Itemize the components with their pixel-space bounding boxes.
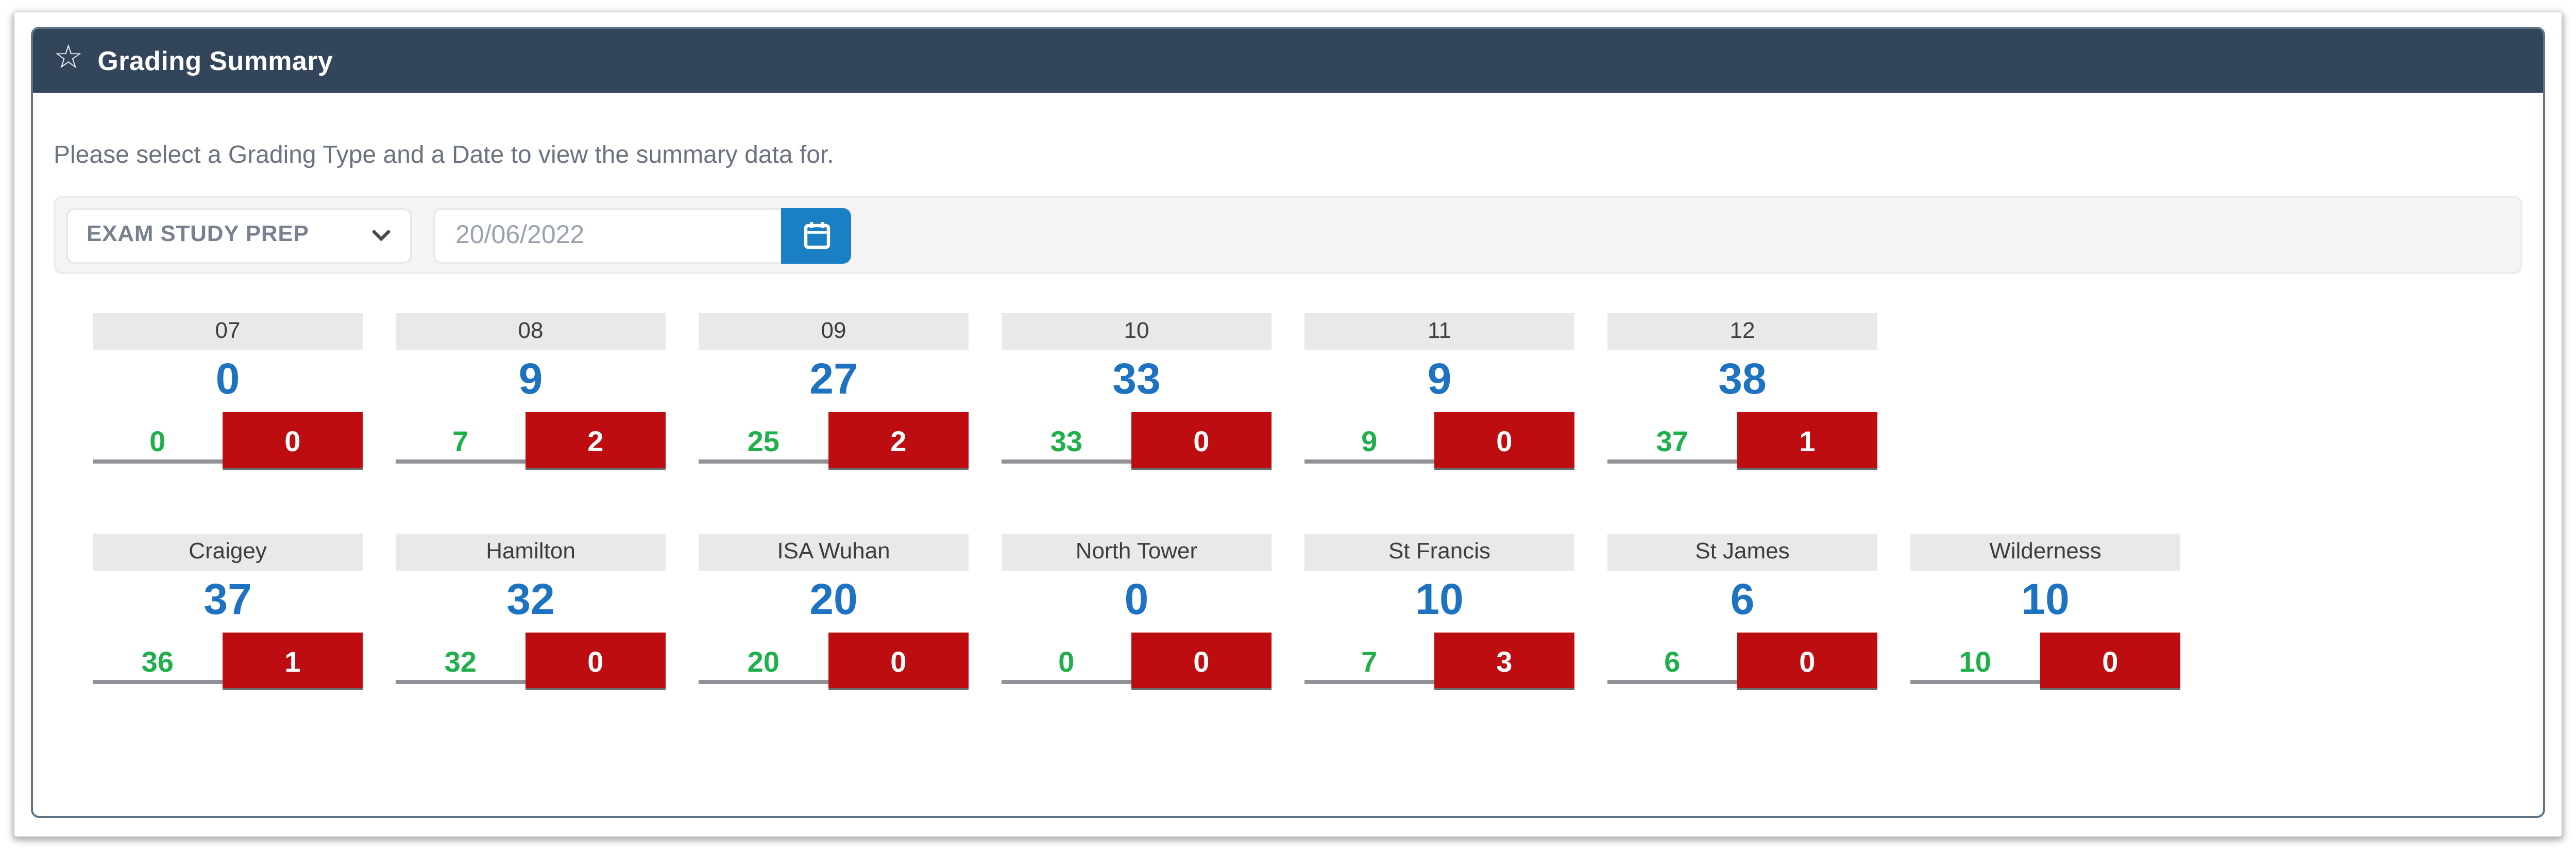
- page-frame: ☆ Grading Summary Please select a Gradin…: [14, 12, 2562, 837]
- card-counts: 6 0: [1607, 633, 1877, 688]
- card-counts: 36 1: [93, 633, 363, 688]
- house-summary-row: Craigey 37 36 1 Hamilton 32 32 0: [93, 534, 2543, 688]
- card-counts: 0 0: [93, 412, 363, 468]
- card-red-count: 1: [1737, 412, 1877, 468]
- card-red-count: 0: [828, 633, 969, 688]
- summary-card-11: 11 9 9 0: [1304, 313, 1574, 468]
- year-level-summary-row: 07 0 0 0 08 9 7 2: [93, 313, 2543, 468]
- card-green-count: 37: [1656, 424, 1688, 457]
- card-total-count: 37: [204, 577, 252, 624]
- summary-card-12: 12 38 37 1: [1607, 313, 1877, 468]
- card-green-count: 36: [141, 645, 174, 678]
- card-label: 09: [699, 313, 969, 350]
- summary-card-08: 08 9 7 2: [396, 313, 666, 468]
- summary-card-09: 09 27 25 2: [699, 313, 969, 468]
- card-label: 11: [1304, 313, 1574, 350]
- summary-card-north-tower: North Tower 0 0 0: [1002, 534, 1272, 688]
- summary-card-hamilton: Hamilton 32 32 0: [396, 534, 666, 688]
- grading-type-value: EXAM STUDY PREP: [87, 223, 309, 247]
- card-green-count: 10: [1959, 645, 1991, 678]
- card-counts: 33 0: [1002, 412, 1272, 468]
- card-red-count: 2: [828, 412, 969, 468]
- card-total-count: 38: [1718, 356, 1767, 404]
- calendar-button[interactable]: [781, 207, 851, 263]
- panel-header: ☆ Grading Summary: [33, 29, 2543, 93]
- card-counts: 9 0: [1304, 412, 1574, 468]
- card-counts: 7 2: [396, 412, 666, 468]
- card-label: 12: [1607, 313, 1877, 350]
- card-counts: 25 2: [699, 412, 969, 468]
- card-red-count: 0: [1434, 412, 1574, 468]
- card-label: Hamilton: [396, 534, 666, 571]
- card-label: ISA Wuhan: [699, 534, 969, 571]
- chevron-down-icon: [371, 229, 391, 241]
- card-green-count: 0: [149, 424, 166, 457]
- card-total-count: 10: [2021, 577, 2070, 624]
- card-total-count: 33: [1112, 356, 1161, 404]
- card-label: Wilderness: [1910, 534, 2180, 571]
- card-green-count: 32: [444, 645, 477, 678]
- panel-title: Grading Summary: [97, 45, 333, 76]
- card-counts: 37 1: [1607, 412, 1877, 468]
- card-counts: 20 0: [699, 633, 969, 688]
- card-total-count: 9: [518, 356, 543, 404]
- summary-card-10: 10 33 33 0: [1002, 313, 1272, 468]
- card-green-count: 33: [1050, 424, 1082, 457]
- card-counts: 7 3: [1304, 633, 1574, 688]
- date-picker-group: [433, 207, 851, 263]
- card-total-count: 20: [809, 577, 858, 624]
- card-red-count: 0: [1737, 633, 1877, 688]
- card-label: 10: [1002, 313, 1272, 350]
- grading-type-select[interactable]: EXAM STUDY PREP: [66, 207, 412, 263]
- card-label: North Tower: [1002, 534, 1272, 571]
- card-total-count: 0: [215, 356, 240, 404]
- grading-summary-panel: ☆ Grading Summary Please select a Gradin…: [31, 27, 2545, 818]
- summary-card-07: 07 0 0 0: [93, 313, 363, 468]
- card-green-count: 9: [1361, 424, 1378, 457]
- card-red-count: 0: [1131, 412, 1272, 468]
- card-red-count: 1: [222, 633, 363, 688]
- card-red-count: 0: [525, 633, 666, 688]
- card-label: St James: [1607, 534, 1877, 571]
- card-green-count: 0: [1058, 645, 1075, 678]
- card-green-count: 25: [747, 424, 779, 457]
- summary-card-wilderness: Wilderness 10 10 0: [1910, 534, 2180, 688]
- summary-card-craigey: Craigey 37 36 1: [93, 534, 363, 688]
- star-icon: ☆: [54, 41, 83, 76]
- card-red-count: 2: [525, 412, 666, 468]
- card-green-count: 6: [1664, 645, 1681, 678]
- card-red-count: 3: [1434, 633, 1574, 688]
- card-counts: 32 0: [396, 633, 666, 688]
- card-total-count: 0: [1124, 577, 1149, 624]
- card-red-count: 0: [222, 412, 363, 468]
- calendar-icon: [803, 222, 829, 249]
- instruction-text: Please select a Grading Type and a Date …: [54, 140, 834, 169]
- card-red-count: 0: [2040, 633, 2180, 688]
- card-label: Craigey: [93, 534, 363, 571]
- filter-toolbar: EXAM STUDY PREP: [54, 196, 2522, 274]
- card-green-count: 20: [747, 645, 779, 678]
- card-label: St Francis: [1304, 534, 1574, 571]
- summary-card-st-francis: St Francis 10 7 3: [1304, 534, 1574, 688]
- card-total-count: 6: [1730, 577, 1755, 624]
- card-green-count: 7: [452, 424, 469, 457]
- date-input[interactable]: [433, 207, 781, 263]
- card-label: 07: [93, 313, 363, 350]
- card-counts: 0 0: [1002, 633, 1272, 688]
- card-counts: 10 0: [1910, 633, 2180, 688]
- summary-card-st-james: St James 6 6 0: [1607, 534, 1877, 688]
- card-red-count: 0: [1131, 633, 1272, 688]
- card-total-count: 32: [506, 577, 555, 624]
- card-total-count: 27: [809, 356, 858, 404]
- card-green-count: 7: [1361, 645, 1378, 678]
- card-total-count: 9: [1427, 356, 1452, 404]
- card-total-count: 10: [1415, 577, 1464, 624]
- card-label: 08: [396, 313, 666, 350]
- summary-card-isa-wuhan: ISA Wuhan 20 20 0: [699, 534, 969, 688]
